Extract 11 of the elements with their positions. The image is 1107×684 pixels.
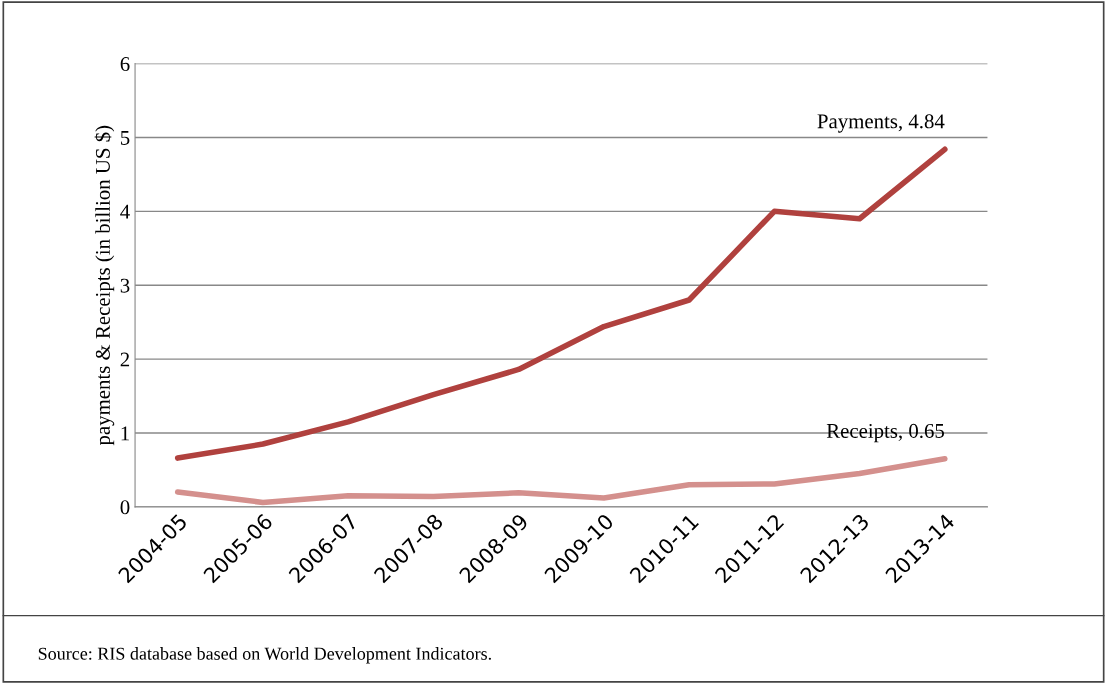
y-tick-label: 4: [120, 204, 130, 219]
y-axis-title: payments & Receipts (in billion US $): [94, 125, 115, 446]
source-note: Source: RIS database based on World Development Indicators.: [38, 647, 491, 664]
y-tick-label: 1: [121, 426, 129, 441]
y-tick-label: 0: [120, 500, 130, 515]
y-tick-label: 6: [120, 57, 130, 72]
annotation: Receipts, 0.65: [826, 423, 945, 443]
y-tick-label: 2: [120, 352, 130, 367]
y-tick-label: 5: [120, 131, 130, 145]
annotation: Payments, 4.84: [817, 114, 945, 133]
y-tick-label: 3: [120, 278, 130, 293]
